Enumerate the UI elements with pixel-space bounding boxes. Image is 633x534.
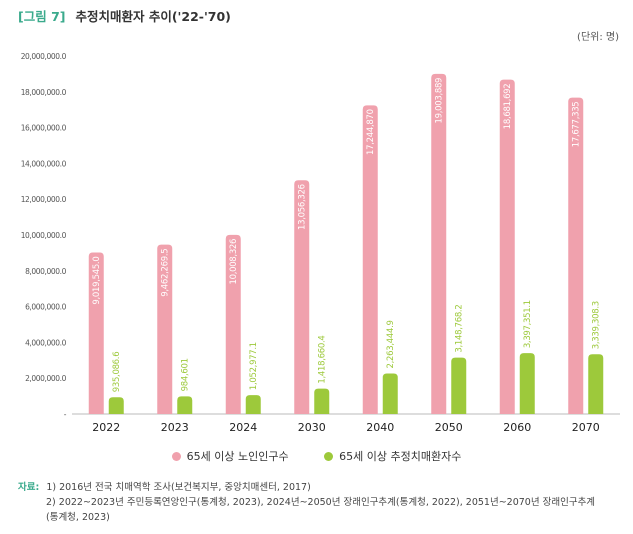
bar-elderly-population-2022 bbox=[88, 252, 104, 414]
legend-label-dementia-patients: 65세 이상 추정치매환자수 bbox=[339, 450, 462, 463]
x-tick-label: 2030 bbox=[298, 421, 326, 434]
x-tick-label: 2022 bbox=[92, 421, 120, 434]
bar-dementia-patients-2030 bbox=[314, 388, 330, 414]
bar-elderly-population-2030 bbox=[294, 180, 310, 414]
data-label-dementia-patients-2070: 3,339,308.3 bbox=[592, 301, 602, 349]
legend-swatch-elderly-population bbox=[171, 452, 181, 461]
source-label: 자료: bbox=[18, 482, 40, 493]
bar-chart: - 2,000,000.0 4,000,000.0 6,000,000.0 8,000,… bbox=[21, 52, 620, 434]
bar-dementia-patients-2022 bbox=[108, 397, 124, 414]
data-label-elderly-population-2050: 19,003,889 bbox=[435, 78, 445, 124]
x-tick-label: 2023 bbox=[161, 421, 189, 434]
y-tick-label: 6,000,000.0 bbox=[25, 303, 67, 312]
data-label-elderly-population-2024: 10,008,326 bbox=[229, 239, 239, 285]
data-label-elderly-population-2040: 17,244,870 bbox=[366, 109, 376, 155]
bar-dementia-patients-2023 bbox=[177, 396, 193, 414]
bar-elderly-population-2060 bbox=[499, 79, 515, 414]
source-note-1: 자료: 1) 2016년 전국 치매역학 조사(보건복지부, 중앙치매센터, 2… bbox=[18, 480, 595, 495]
chart-legend: 65세 이상 노인인구수 65세 이상 추정치매환자수 bbox=[0, 448, 633, 464]
source-note-3: (통계청, 2023) bbox=[46, 512, 110, 523]
legend-item-elderly-population: 65세 이상 노인인구수 bbox=[171, 448, 289, 464]
y-tick-label: 20,000,000.0 bbox=[21, 52, 67, 61]
legend-item-dementia-patients: 65세 이상 추정치매환자수 bbox=[324, 448, 461, 464]
x-tick-label: 2024 bbox=[229, 421, 257, 434]
data-label-dementia-patients-2022: 935,086.6 bbox=[112, 352, 122, 393]
data-label-elderly-population-2060: 18,681,692 bbox=[503, 84, 513, 130]
y-tick-label: - bbox=[64, 410, 67, 419]
bar-elderly-population-2050 bbox=[431, 73, 447, 414]
bar-dementia-patients-2050 bbox=[451, 357, 467, 414]
bar-elderly-population-2040 bbox=[362, 105, 378, 414]
bar-dementia-patients-2024 bbox=[245, 395, 261, 414]
bar-elderly-population-2070 bbox=[568, 97, 584, 414]
bar-elderly-population-2023 bbox=[157, 244, 173, 414]
x-tick-label: 2070 bbox=[572, 421, 600, 434]
figure-title: [그림 7] 추정치매환자 추이('22-'70) bbox=[18, 6, 231, 25]
data-label-dementia-patients-2030: 1,418,660.4 bbox=[318, 336, 328, 384]
data-label-elderly-population-2070: 17,677,335 bbox=[572, 102, 582, 148]
data-label-elderly-population-2022: 9,019,545.0 bbox=[92, 257, 102, 305]
x-tick-label: 2040 bbox=[366, 421, 394, 434]
bar-dementia-patients-2060 bbox=[519, 353, 535, 414]
bar-elderly-population-2024 bbox=[225, 234, 241, 414]
y-tick-label: 2,000,000.0 bbox=[25, 374, 67, 383]
y-tick-label: 12,000,000.0 bbox=[21, 195, 67, 204]
source-notes: 자료: 1) 2016년 전국 치매역학 조사(보건복지부, 중앙치매센터, 2… bbox=[18, 480, 595, 525]
data-label-dementia-patients-2023: 984,601 bbox=[181, 358, 191, 391]
figure-title-text: 추정치매환자 추이('22-'70) bbox=[75, 9, 231, 24]
bar-dementia-patients-2040 bbox=[382, 373, 398, 414]
data-label-dementia-patients-2060: 3,397,351.1 bbox=[523, 300, 533, 348]
data-label-dementia-patients-2040: 2,263,444.9 bbox=[386, 320, 396, 368]
legend-swatch-dementia-patients bbox=[324, 452, 334, 461]
legend-label-elderly-population: 65세 이상 노인인구수 bbox=[186, 450, 289, 463]
source-note-2: 2) 2022~2023년 주민등록연앙인구(통계청, 2023), 2024년… bbox=[46, 497, 596, 508]
x-tick-label: 2050 bbox=[435, 421, 463, 434]
unit-note: (단위: 명) bbox=[577, 32, 619, 43]
y-tick-label: 14,000,000.0 bbox=[21, 159, 67, 168]
y-tick-label: 18,000,000.0 bbox=[21, 88, 67, 97]
data-label-elderly-population-2023: 9,462,269.5 bbox=[161, 249, 171, 297]
source-note-1-text: 1) 2016년 전국 치매역학 조사(보건복지부, 중앙치매센터, 2017) bbox=[46, 482, 311, 493]
data-label-dementia-patients-2050: 3,148,768.2 bbox=[455, 305, 465, 353]
bar-dementia-patients-2070 bbox=[588, 354, 604, 414]
y-tick-label: 8,000,000.0 bbox=[25, 267, 67, 276]
x-tick-label: 2060 bbox=[503, 421, 531, 434]
y-tick-label: 4,000,000.0 bbox=[25, 338, 67, 347]
data-label-elderly-population-2030: 13,056,326 bbox=[298, 184, 308, 230]
figure-label: [그림 7] bbox=[18, 9, 66, 24]
data-label-dementia-patients-2024: 1,052,977.1 bbox=[249, 342, 259, 390]
y-tick-label: 10,000,000.0 bbox=[21, 231, 67, 240]
y-tick-label: 16,000,000.0 bbox=[21, 124, 67, 133]
